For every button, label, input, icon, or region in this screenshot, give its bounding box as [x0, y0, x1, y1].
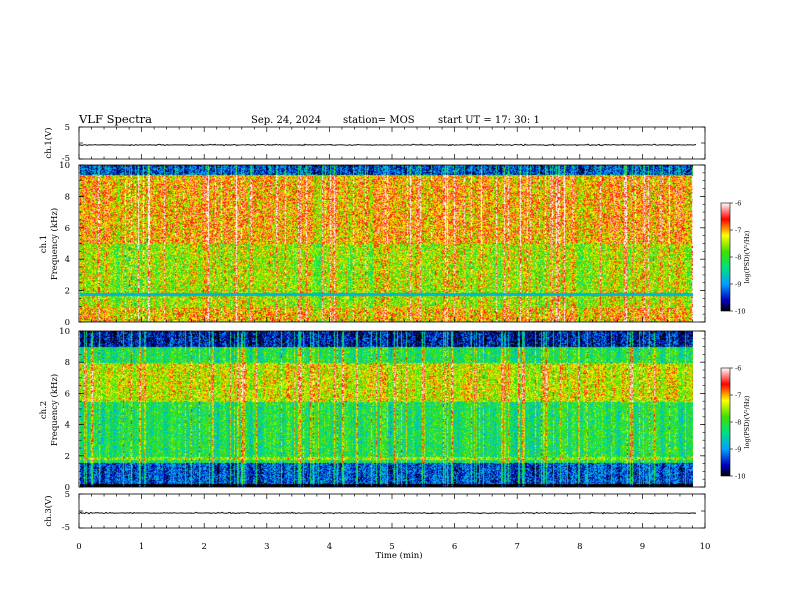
ch3-waveform-frame: [78, 493, 706, 529]
start-time-label: start UT = 17: 30: 1: [438, 115, 540, 126]
station-label: station= MOS: [343, 115, 415, 126]
ch2-spectrogram-image: [80, 331, 693, 487]
ch2-colorbar-tick-label: -8: [735, 418, 741, 426]
ch3-waveform-line: [78, 511, 697, 515]
ch1-spectrogram-ytick-label: 6: [65, 224, 70, 234]
ch1-waveform-line: [78, 143, 697, 147]
ch3-waveform-ytick-top: 5: [65, 490, 70, 500]
ch1-spectrogram-panel: 0 2 4 6 8 10 ch.1 Frequency (kHz): [39, 161, 706, 328]
ch1-colorbar-label: log(PSD)(V²/Hz): [743, 230, 751, 283]
ch1-spectrogram-ytick-label: 0: [65, 318, 70, 328]
ch1-spectrogram-ytick-label: 2: [65, 287, 70, 297]
x-tick-label: 9: [640, 542, 645, 552]
ch2-spectrogram-panel: 0 2 4 6 8 10 ch.2 Frequency (kHz): [39, 327, 706, 493]
ch2-colorbar-tick-label: -7: [735, 391, 741, 399]
ch2-colorbar-gradient: [720, 367, 731, 477]
x-tick-label: 10: [700, 542, 711, 552]
ch2-spectrogram-ytick-label: 6: [65, 389, 70, 399]
ch1-colorbar-gradient: [720, 202, 731, 312]
ch2-spectrogram-ylabel-channel: ch.2: [39, 401, 49, 419]
ch2-spectrogram-pixels: [80, 331, 693, 487]
ch1-waveform-trace: [78, 143, 697, 147]
ch2-spectrogram-ytick-label: 2: [65, 452, 70, 462]
ch2-colorbar-label: log(PSD)(V²/Hz): [743, 395, 751, 448]
ch2-spectrogram-ytick-label: 4: [65, 421, 70, 431]
ch1-spectrogram-image: [80, 165, 693, 322]
x-tick-label: 7: [514, 542, 519, 552]
figure-title: VLF Spectra: [78, 112, 152, 126]
ch1-colorbar-tick-label: -7: [735, 226, 741, 234]
ch3-waveform-ylabel: ch.3(V): [43, 495, 54, 526]
ch1-colorbar-tick-label: -10: [735, 307, 745, 315]
ch1-spectrogram-ylabel-frequency: Frequency (kHz): [49, 208, 60, 280]
ch3-waveform-trace: [78, 511, 697, 515]
ch1-spectrogram-ytick-label: 4: [65, 255, 70, 265]
ch1-colorbar-tick-label: -6: [735, 199, 741, 207]
x-axis-label: Time (min): [375, 550, 422, 561]
ch1-waveform-ytick-top: 5: [65, 123, 70, 133]
ch1-waveform-ytick-bottom: -5: [62, 154, 70, 164]
x-tick-label: 6: [452, 542, 457, 552]
ch1-spectrogram-pixels: [80, 165, 693, 322]
x-tick-label: 8: [577, 542, 582, 552]
x-tick-label: 4: [327, 542, 332, 552]
ch1-spectrogram-ytick-label: 10: [59, 161, 70, 171]
ch3-waveform-ytick-bottom: -5: [62, 523, 70, 533]
ch2-colorbar-tick-label: -10: [735, 472, 745, 480]
ch1-spectrogram-ytick-label: 8: [65, 192, 70, 202]
ch2-spectrogram-ytick-label: 10: [59, 327, 70, 337]
x-tick-label: 5: [389, 542, 394, 552]
ch2-colorbar-tick-label: -9: [735, 445, 741, 453]
ch1-waveform-ylabel: ch.1(V): [43, 127, 54, 158]
ch2-spectrogram-ytick-label: 8: [65, 358, 70, 368]
ch3-waveform-panel: 5 -5 ch.3(V) 0 1 2 3 4 5 6 7 8 9 10 Time (min): [43, 490, 710, 561]
date-label: Sep. 24, 2024: [251, 115, 321, 126]
ch2-spectrogram-ytick-label: 0: [65, 483, 70, 493]
x-tick-label: 2: [201, 542, 206, 552]
x-tick-label: 0: [76, 542, 81, 552]
ch1-colorbar-tick-label: -8: [735, 253, 741, 261]
ch1-colorbar: -6 -7 -8 -9 -10 log(PSD)(V²/Hz): [720, 199, 751, 315]
ch2-colorbar: -6 -7 -8 -9 -10 log(PSD)(V²/Hz): [720, 364, 751, 480]
ch1-colorbar-tick-label: -9: [735, 280, 741, 288]
x-tick-label: 1: [139, 542, 144, 552]
x-tick-label: 3: [264, 542, 269, 552]
ch2-colorbar-tick-label: -6: [735, 364, 741, 372]
ch1-waveform-panel: 5 -5 ch.1(V): [43, 123, 706, 164]
ch1-spectrogram-ylabel-channel: ch.1: [39, 235, 49, 253]
ch2-spectrogram-ylabel-frequency: Frequency (kHz): [49, 374, 60, 446]
